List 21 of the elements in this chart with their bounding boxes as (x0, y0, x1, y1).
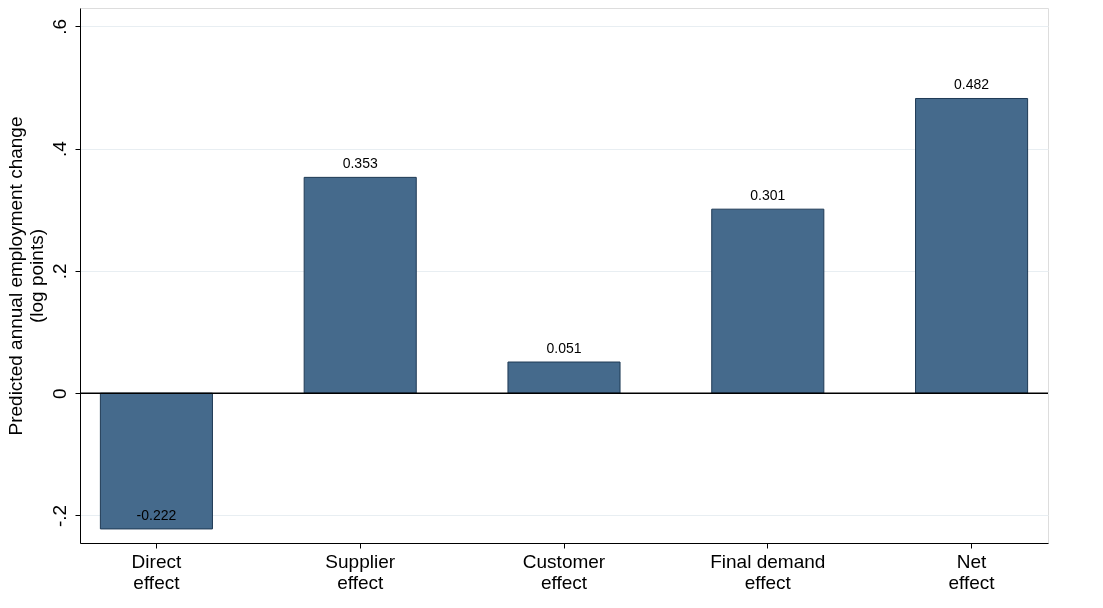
x-tick-label: Customer effect (522, 550, 606, 593)
data-label: 0.301 (750, 187, 786, 204)
x-tick-label: Net effect (948, 550, 996, 593)
bar (711, 208, 825, 394)
y-tick-label: -.2 (48, 504, 70, 528)
bar (915, 97, 1029, 394)
x-tick-label: Supplier effect (325, 550, 396, 593)
bar (303, 176, 417, 394)
x-tick-label: Final demand effect (710, 550, 826, 593)
bar (507, 361, 621, 394)
y-tick-label: .4 (48, 140, 70, 158)
bar (99, 392, 213, 530)
y-tick-label: .2 (48, 263, 70, 280)
data-label: -0.222 (136, 506, 177, 523)
data-label: 0.482 (954, 76, 990, 93)
y-axis-title: Predicted annual employment change (log points) (4, 116, 47, 436)
data-label: 0.051 (546, 340, 582, 357)
y-tick-label: 0 (48, 388, 70, 399)
data-label: 0.353 (342, 155, 378, 172)
x-tick-label: Direct effect (131, 550, 182, 593)
y-tick-label: .6 (48, 18, 70, 35)
